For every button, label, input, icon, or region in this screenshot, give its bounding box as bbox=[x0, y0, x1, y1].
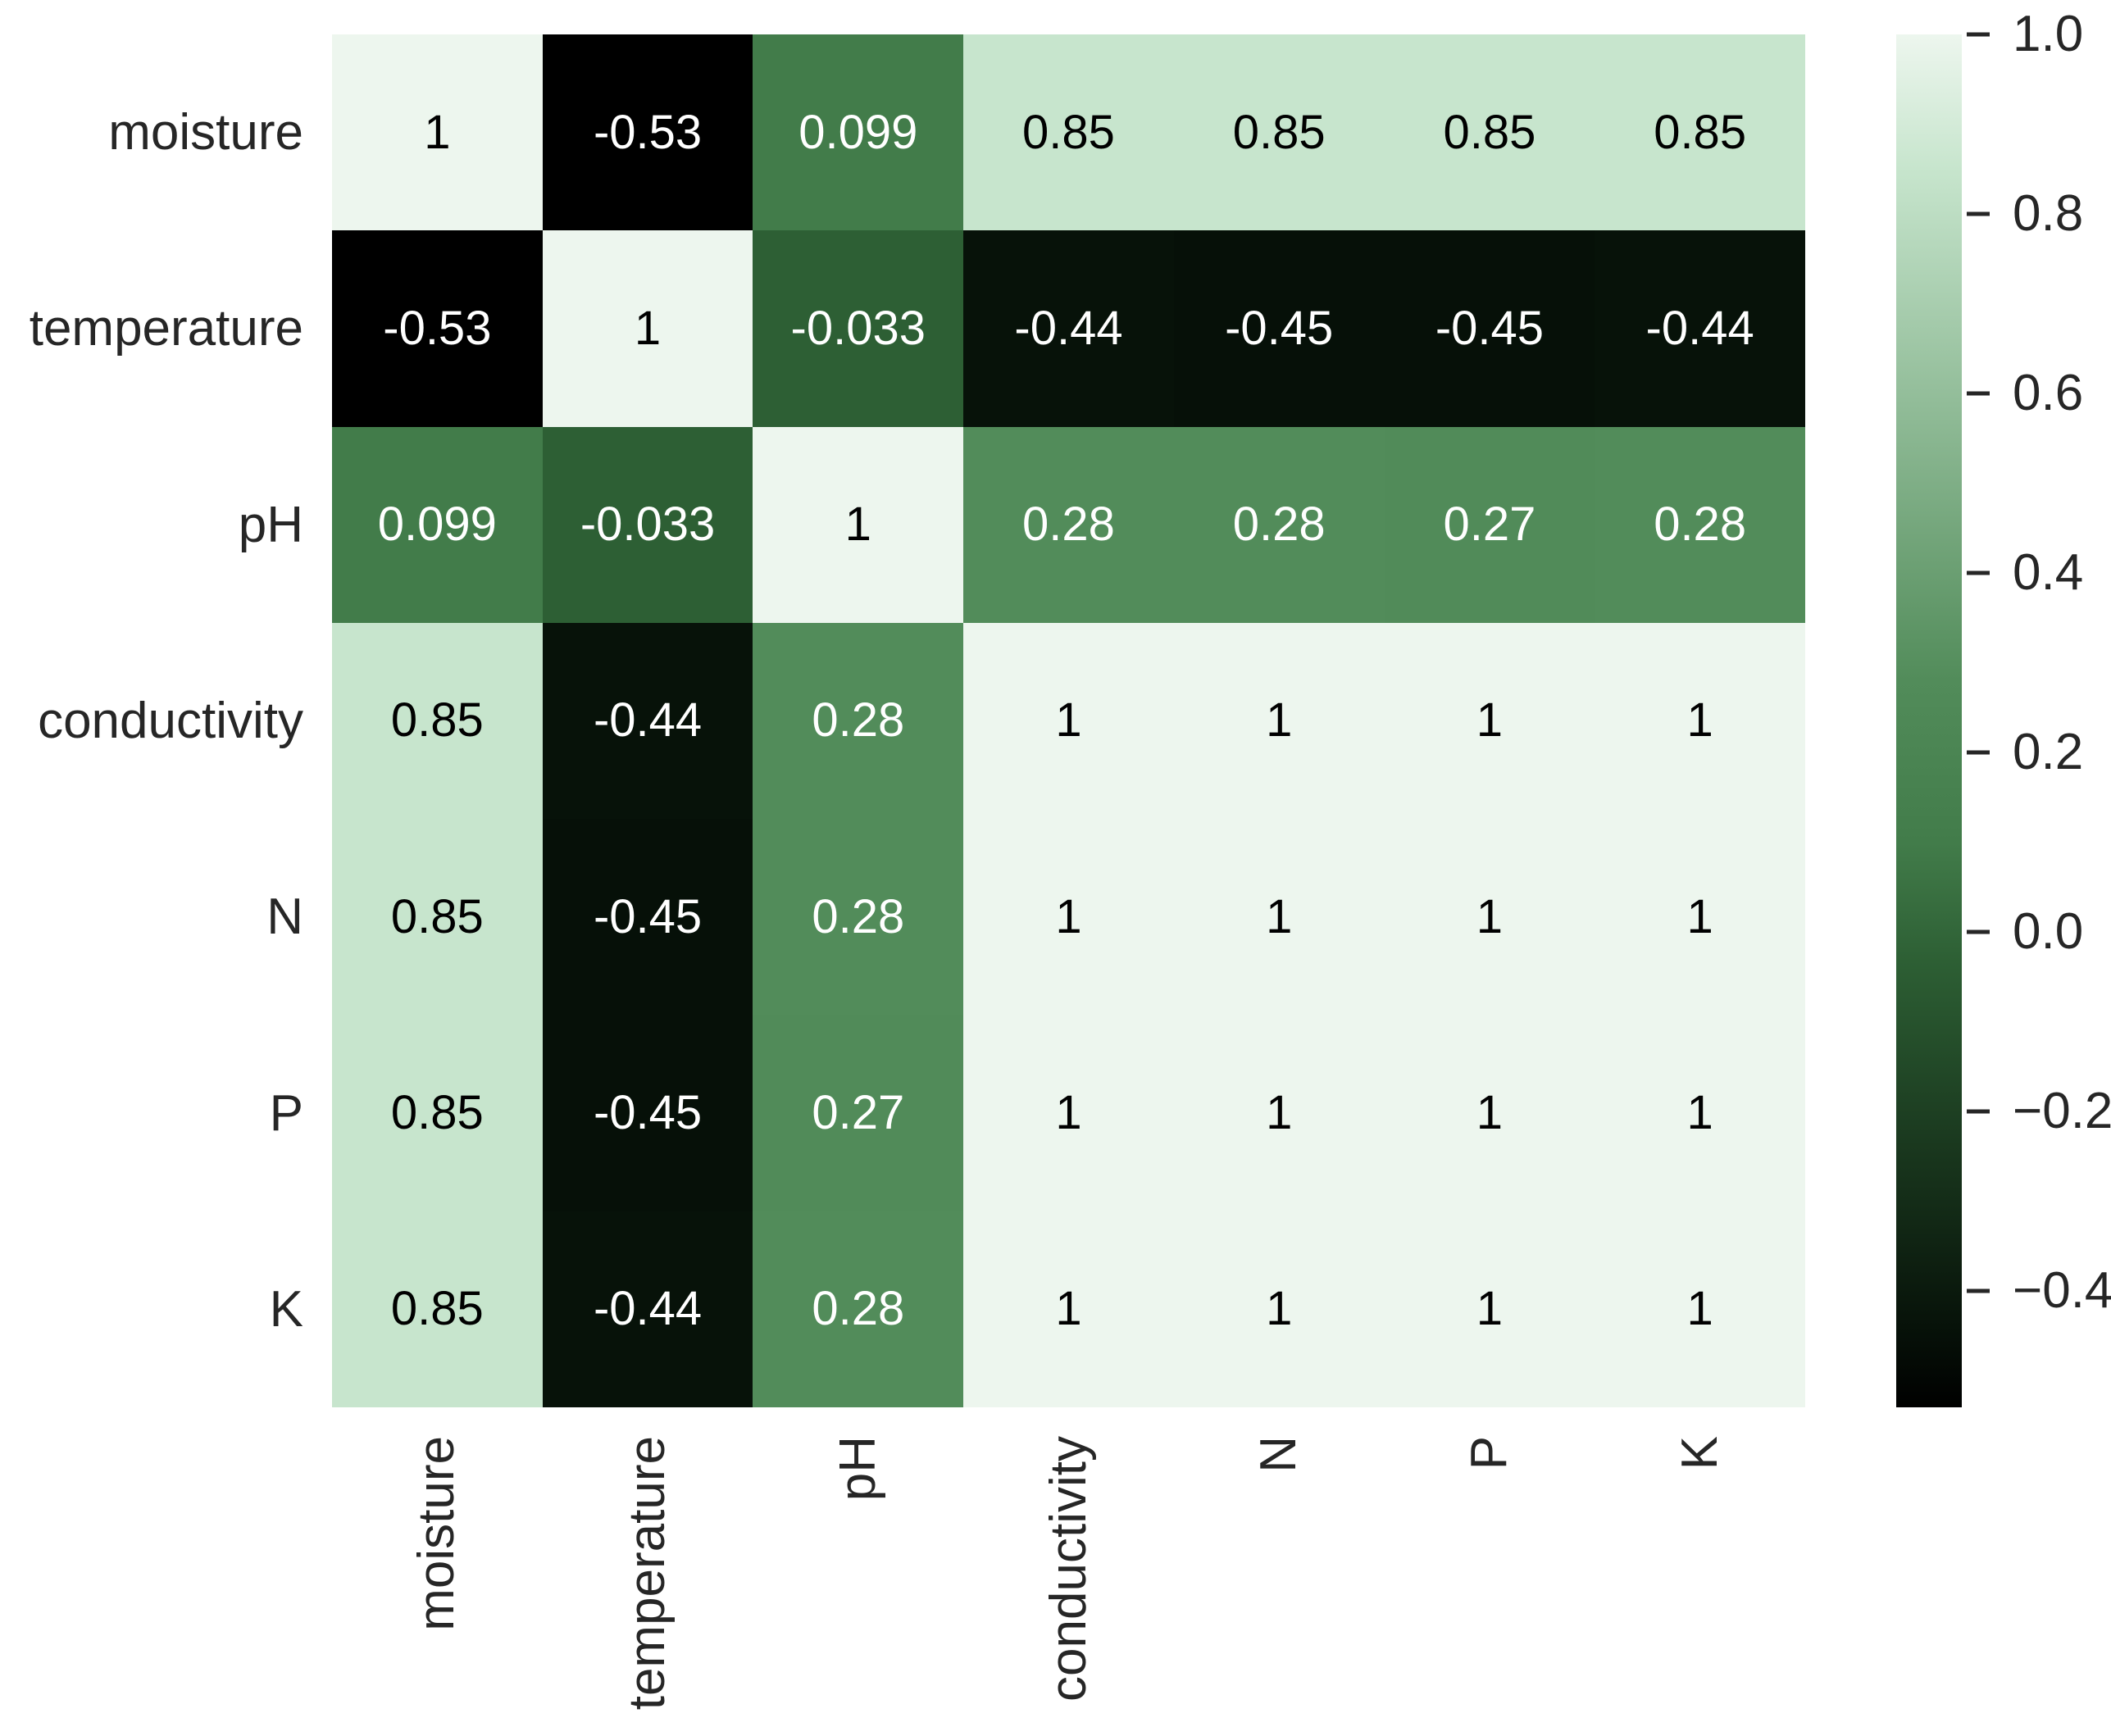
heatmap-cell: 1 bbox=[1173, 1211, 1385, 1407]
x-axis-label-text: temperature bbox=[619, 1436, 676, 1711]
x-axis-label: K bbox=[1595, 1436, 1805, 1736]
heatmap-cell: -0.45 bbox=[542, 1015, 753, 1211]
colorbar-tick-mark bbox=[1967, 391, 1990, 396]
heatmap-cell: 1 bbox=[1384, 622, 1595, 820]
heatmap-cell: 1 bbox=[963, 1211, 1174, 1407]
heatmap-cell: 0.85 bbox=[332, 819, 543, 1016]
heatmap-cell: 0.27 bbox=[753, 1015, 964, 1211]
x-axis-label: N bbox=[1174, 1436, 1385, 1736]
x-axis-label: pH bbox=[753, 1436, 963, 1736]
heatmap-cell: 0.28 bbox=[753, 1211, 964, 1407]
colorbar-tick-mark bbox=[1967, 1109, 1990, 1114]
heatmap-cell: 0.099 bbox=[753, 34, 964, 231]
colorbar-tick-label: 0.6 bbox=[2013, 364, 2084, 421]
heatmap-cell: 0.85 bbox=[332, 622, 543, 820]
heatmap-cell: 1 bbox=[963, 622, 1174, 820]
heatmap-cell: -0.45 bbox=[1384, 230, 1595, 427]
heatmap-cell: 1 bbox=[963, 1015, 1174, 1211]
heatmap-cell: 0.099 bbox=[332, 426, 543, 623]
colorbar-tick-mark bbox=[1967, 750, 1990, 755]
x-axis-label-text: conductivity bbox=[1040, 1436, 1097, 1702]
y-axis-label: P bbox=[269, 1084, 303, 1142]
y-axis-label: pH bbox=[238, 496, 303, 553]
heatmap-cell: -0.44 bbox=[1595, 230, 1805, 427]
heatmap-cell: 1 bbox=[963, 819, 1174, 1016]
heatmap-cell: 0.28 bbox=[753, 819, 964, 1016]
heatmap-cell: 1 bbox=[1595, 622, 1805, 820]
heatmap-cell: 0.85 bbox=[1173, 34, 1385, 231]
colorbar-tick-mark bbox=[1967, 570, 1990, 575]
colorbar-tick-mark bbox=[1967, 929, 1990, 934]
heatmap-cell: 0.85 bbox=[1384, 34, 1595, 231]
heatmap-cell: 0.85 bbox=[963, 34, 1174, 231]
heatmap-cell: 1 bbox=[1595, 1211, 1805, 1407]
x-axis-labels: moisture temperature pH conductivity N P K bbox=[332, 1436, 1805, 1736]
x-axis-label: moisture bbox=[332, 1436, 543, 1736]
heatmap-cell: -0.45 bbox=[542, 819, 753, 1016]
heatmap-cell: 0.28 bbox=[963, 426, 1174, 623]
heatmap-cell: -0.53 bbox=[332, 230, 543, 427]
colorbar-tick-label: 0.4 bbox=[2013, 543, 2084, 601]
heatmap-cell: 0.28 bbox=[753, 622, 964, 820]
heatmap-cell: 0.85 bbox=[1595, 34, 1805, 231]
x-axis-label-text: K bbox=[1671, 1436, 1728, 1470]
colorbar-gradient bbox=[1896, 34, 1962, 1407]
colorbar-ticks: 1.0 0.8 0.6 0.4 0.2 0.0 −0.2 −0.4 bbox=[1896, 9, 2111, 1407]
heatmap-cell: -0.033 bbox=[542, 426, 753, 623]
colorbar-tick-label: 1.0 bbox=[2013, 6, 2084, 62]
heatmap-cell: 1 bbox=[1595, 1015, 1805, 1211]
x-axis-label: temperature bbox=[543, 1436, 753, 1736]
x-axis-label: P bbox=[1385, 1436, 1595, 1736]
colorbar-tick-label: 0.2 bbox=[2013, 723, 2084, 780]
colorbar-tick-label: −0.4 bbox=[2013, 1261, 2111, 1319]
heatmap-cell: 0.85 bbox=[332, 1211, 543, 1407]
heatmap-cell: -0.45 bbox=[1173, 230, 1385, 427]
heatmap-cell: 1 bbox=[1173, 819, 1385, 1016]
heatmap-cell: 0.27 bbox=[1384, 426, 1595, 623]
y-axis-label: N bbox=[266, 888, 303, 946]
colorbar-tick-label: 0.0 bbox=[2013, 902, 2084, 960]
heatmap-cell: 1 bbox=[1384, 1211, 1595, 1407]
heatmap-cell: -0.53 bbox=[542, 34, 753, 231]
heatmap-cell: 1 bbox=[1173, 1015, 1385, 1211]
x-axis-label-text: N bbox=[1250, 1436, 1308, 1473]
colorbar-tick-mark bbox=[1967, 211, 1990, 216]
heatmap-cell: 1 bbox=[1384, 819, 1595, 1016]
heatmap-cell: 0.28 bbox=[1173, 426, 1385, 623]
x-axis-label-text: P bbox=[1460, 1436, 1517, 1470]
heatmap-cell: 0.85 bbox=[332, 1015, 543, 1211]
colorbar-tick-label: −0.2 bbox=[2013, 1082, 2111, 1139]
heatmap-cell: -0.44 bbox=[542, 1211, 753, 1407]
y-axis-label: conductivity bbox=[38, 692, 303, 749]
x-axis-label-text: moisture bbox=[408, 1436, 466, 1631]
colorbar-tick-mark bbox=[1967, 1288, 1990, 1293]
y-axis-label: K bbox=[269, 1280, 303, 1338]
heatmap-grid: 1 -0.53 0.099 0.85 0.85 0.85 0.85 -0.53 1 -0.033-… bbox=[332, 34, 1805, 1407]
heatmap-cell: 1 bbox=[1595, 819, 1805, 1016]
heatmap-cell: 0.28 bbox=[1595, 426, 1805, 623]
heatmap-cell: -0.44 bbox=[963, 230, 1174, 427]
heatmap-cell: 1 bbox=[753, 426, 964, 623]
colorbar-tick-mark bbox=[1967, 32, 1990, 37]
heatmap-cell: 1 bbox=[542, 230, 753, 427]
colorbar-tick-label: 0.8 bbox=[2013, 184, 2084, 242]
heatmap-cell: 1 bbox=[1173, 622, 1385, 820]
y-axis-label: temperature bbox=[29, 300, 303, 357]
y-axis-label: moisture bbox=[108, 104, 303, 161]
heatmap-cell: 1 bbox=[332, 34, 543, 231]
y-axis-labels: moisture temperature pH conductivity N P K bbox=[0, 34, 318, 1407]
x-axis-label: conductivity bbox=[963, 1436, 1174, 1736]
heatmap-cell: -0.033 bbox=[753, 230, 964, 427]
heatmap-cell: -0.44 bbox=[542, 622, 753, 820]
heatmap-cell: 1 bbox=[1384, 1015, 1595, 1211]
x-axis-label-text: pH bbox=[829, 1436, 886, 1502]
